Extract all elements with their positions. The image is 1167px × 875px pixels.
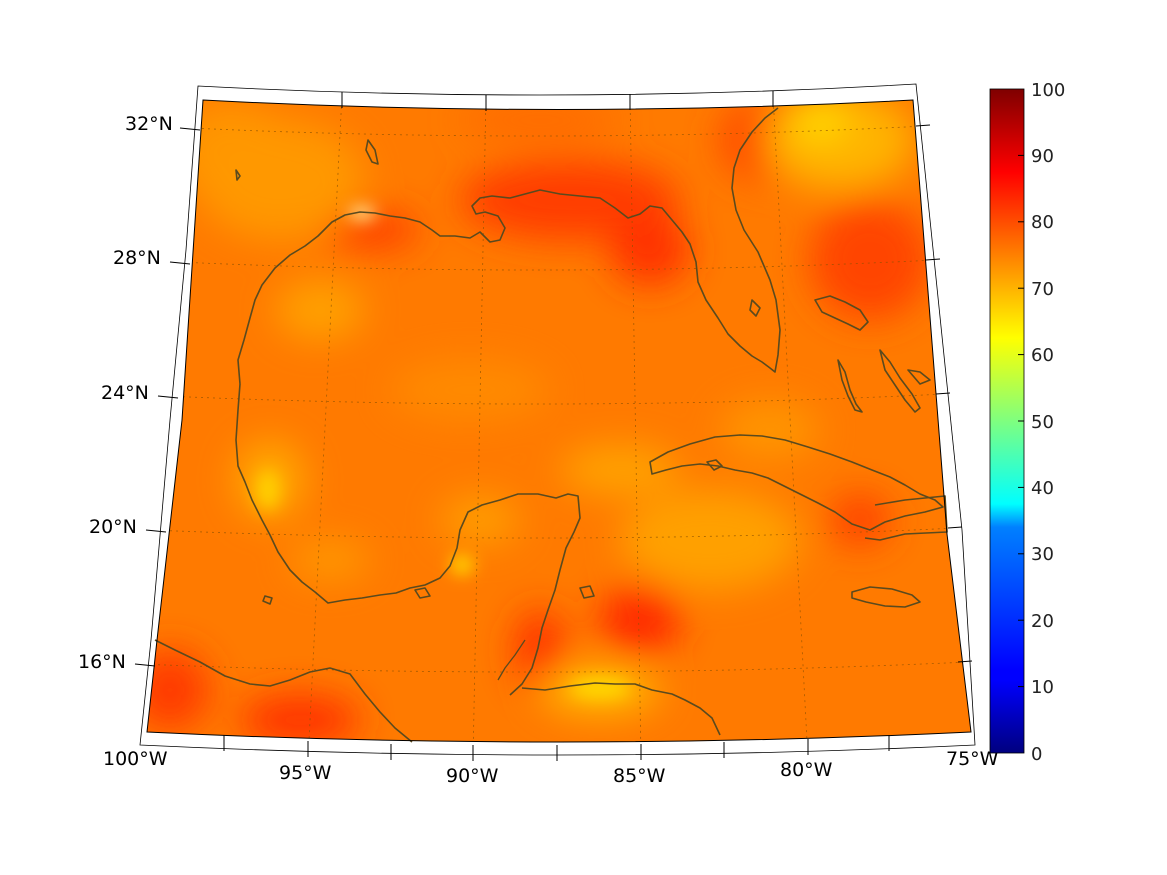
lon-label-75w: 75°W <box>946 748 999 770</box>
bahamas-coastline <box>814 295 869 331</box>
lon-label-95w: 95°W <box>279 762 332 784</box>
island-small <box>706 459 723 471</box>
colorbar-ticks <box>1018 154 1024 688</box>
lon-label-85w: 85°W <box>613 765 666 787</box>
national-border <box>497 639 526 681</box>
bahamas-coastline <box>879 349 921 413</box>
graticule <box>147 100 969 742</box>
frame-outer <box>139 83 976 756</box>
coastlines <box>154 107 948 743</box>
lake <box>365 139 379 165</box>
us-gulf-coastline <box>237 107 781 385</box>
map-frame <box>134 83 976 761</box>
frame-ticks <box>134 91 973 761</box>
pacific-coastline <box>154 639 413 743</box>
lon-label-90w: 90°W <box>446 765 499 787</box>
lat-label-24n: 24°N <box>101 382 149 404</box>
lake <box>414 587 431 599</box>
lake <box>749 299 761 317</box>
lat-label-28n: 28°N <box>113 247 161 269</box>
colorbar-label-30: 30 <box>1031 544 1054 565</box>
colorbar-label-50: 50 <box>1031 412 1054 433</box>
lon-label-100w: 100°W <box>103 748 168 770</box>
central-america-coastline <box>521 682 721 736</box>
colorbar-label-40: 40 <box>1031 478 1054 499</box>
lat-label-32n: 32°N <box>125 113 173 135</box>
colorbar-label-20: 20 <box>1031 611 1054 632</box>
bahamas-coastline <box>837 359 863 413</box>
colorbar: 100 90 80 70 60 50 40 30 20 10 0 <box>989 80 1065 765</box>
frame-inner <box>146 99 972 743</box>
colorbar-label-10: 10 <box>1031 677 1054 698</box>
colorbar-label-90: 90 <box>1031 146 1054 167</box>
latitude-labels: 32°N 28°N 24°N 20°N 16°N <box>78 113 173 673</box>
lake <box>579 585 595 599</box>
island-small <box>907 369 931 385</box>
mexico-gulf-coastline <box>235 383 581 696</box>
jamaica-coastline <box>851 586 921 608</box>
colorbar-label-80: 80 <box>1031 212 1054 233</box>
cuba-coastline <box>649 434 944 531</box>
colorbar-label-100: 100 <box>1031 80 1065 101</box>
lat-label-16n: 16°N <box>78 651 126 673</box>
lake <box>235 169 241 181</box>
lake <box>262 595 273 605</box>
colorbar-label-70: 70 <box>1031 279 1054 300</box>
colorbar-label-0: 0 <box>1031 744 1042 765</box>
lon-label-80w: 80°W <box>780 759 833 781</box>
colorbar-label-60: 60 <box>1031 345 1054 366</box>
map-field <box>147 100 971 742</box>
lat-label-20n: 20°N <box>89 516 137 538</box>
longitude-labels: 100°W 95°W 90°W 85°W 80°W 75°W <box>103 748 999 787</box>
